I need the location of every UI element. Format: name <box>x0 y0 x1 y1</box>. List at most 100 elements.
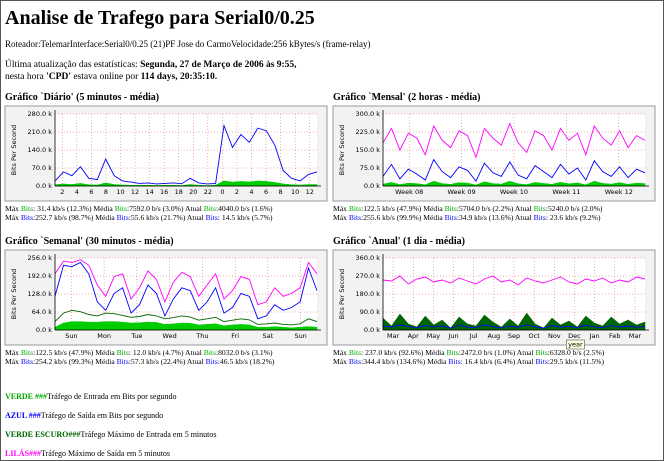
colored-label: AZUL ### <box>5 411 41 420</box>
text: : 14.5 kb/s (5.7%) <box>218 213 273 222</box>
text: :344.4 kb/s (134.6%) Média <box>361 357 448 366</box>
y-tick-label: 0.0 k <box>36 182 52 190</box>
colored-label: Bits <box>204 204 216 213</box>
x-tick-label: Jan <box>589 332 600 340</box>
x-tick-label: Apr <box>408 332 420 340</box>
colored-label: Bits <box>21 204 33 213</box>
text: :5704.0 b/s (2.2%) Atual <box>457 204 534 213</box>
x-tick-label: Sep <box>508 332 520 340</box>
text: Máx <box>333 204 349 213</box>
text: :6328.0 b/s (2.5%) <box>548 348 605 357</box>
text: :2472.0 b/s (1.0%) Atual <box>459 348 536 357</box>
text: Tráfego de Entrada em Bits por segundo <box>47 392 176 401</box>
colored-label: LILÁS### <box>5 448 41 458</box>
text: Tráfego de Saída em Bits por segundo <box>41 411 163 420</box>
plot-area <box>55 258 317 330</box>
y-tick-label: 225.0 k <box>356 128 381 136</box>
line-series <box>54 123 318 185</box>
x-tick-label: 8 <box>104 188 108 196</box>
x-tick-label: May <box>427 332 441 340</box>
line-series <box>382 324 646 329</box>
text: :57.3 kb/s (22.4%) Atual <box>129 357 206 366</box>
x-tick-label: 16 <box>160 188 168 196</box>
x-tick-label: 18 <box>175 188 183 196</box>
y-axis-label: Bits Per Second <box>10 269 18 320</box>
colored-label: Bits <box>117 213 129 222</box>
colored-label: Bits <box>21 213 33 222</box>
area-series <box>54 180 318 187</box>
uptime: 114 days, 20:35:10. <box>141 72 218 82</box>
x-tick-label: Jun <box>447 332 458 340</box>
date: Segunda, 27 de Março de 2006 às 9:55, <box>140 60 297 70</box>
colored-label: Bits <box>115 204 127 213</box>
x-tick-label: 10 <box>116 188 124 196</box>
colored-label: Bits <box>204 348 216 357</box>
y-tick-label: 75.0 k <box>360 164 381 172</box>
graph-title: Gráfico `Diário' (5 minutos - média) <box>5 92 159 103</box>
uptime-line: nesta hora 'CPD' estava online por 114 d… <box>5 72 217 82</box>
colored-label: Bits <box>445 213 457 222</box>
colored-label: Bits <box>21 357 33 366</box>
colored-label: VERDE ### <box>5 392 47 401</box>
line-series <box>54 261 318 320</box>
x-tick-label: Thu <box>195 332 208 340</box>
colored-label: Bits <box>206 213 218 222</box>
colored-label: Bits <box>447 348 459 357</box>
x-tick-label: Week 12 <box>605 188 633 196</box>
tooltip-box <box>566 339 585 350</box>
text-line: Máx Bits:122.5 kb/s (47.9%) Média Bits:5… <box>333 204 603 213</box>
text-line: Máx Bits:254.2 kb/s (99.3%) Média Bits:5… <box>5 357 275 366</box>
text-line: Máx Bits:122.5 kb/s (47.9%) Média Bits: … <box>5 348 273 357</box>
y-tick-label: 0.0 k <box>364 182 380 190</box>
x-tick-label: Mar <box>629 332 642 340</box>
text: :8032.0 b/s (3.1%) <box>216 348 273 357</box>
x-tick-label: 4 <box>75 188 79 196</box>
x-tick-label: Sun <box>294 332 306 340</box>
x-tick-label: 22 <box>204 188 212 196</box>
colored-label: Bits <box>349 204 361 213</box>
text: : 16.4 kb/s (6.4%) Atual <box>461 357 536 366</box>
colored-label: Bits <box>117 348 129 357</box>
x-tick-label: Jul <box>469 332 478 340</box>
text: : 237.0 kb/s (92.6%) Média <box>361 348 446 357</box>
x-tick-label: 6 <box>89 188 93 196</box>
text: :122.5 kb/s (47.9%) Média <box>361 204 445 213</box>
text: Máx <box>5 348 21 357</box>
line-series <box>382 275 646 286</box>
x-tick-label: Fri <box>231 332 239 340</box>
text: Máx <box>333 348 349 357</box>
x-tick-label: Aug <box>487 332 500 340</box>
area-series <box>382 312 646 331</box>
x-tick-label: Nov <box>548 332 561 340</box>
page-title: Analise de Trafego para Serial0/0.25 <box>5 7 315 29</box>
y-tick-label: 140.0 k <box>28 146 53 154</box>
plot-area <box>55 114 317 186</box>
x-tick-label: 8 <box>279 188 283 196</box>
text: :255.6 kb/s (99.9%) Média <box>361 213 445 222</box>
text: :46.5 kb/s (18.2%) <box>218 357 275 366</box>
x-tick-label: Sun <box>65 332 77 340</box>
y-tick-label: 300.0 k <box>356 110 381 118</box>
x-tick-label: 6 <box>264 188 268 196</box>
text: : 31.4 kb/s (12.3%) Média <box>33 204 115 213</box>
x-tick-label: Week 09 <box>448 188 476 196</box>
x-tick-label: 12 <box>306 188 314 196</box>
colored-label: Bits <box>448 357 460 366</box>
y-tick-label: 192.0 k <box>28 272 53 280</box>
text: :5240.0 b/s (2.0%) <box>546 204 603 213</box>
line-series <box>54 259 318 306</box>
graph-title: Gráfico `Anual' (1 dia - média) <box>333 236 465 247</box>
x-tick-label: 12 <box>131 188 139 196</box>
line-series <box>382 158 646 183</box>
y-tick-label: 280.0 k <box>28 110 53 118</box>
text-line: Máx Bits: 31.4 kb/s (12.3%) Média Bits:7… <box>5 204 273 213</box>
router-line: Roteador:TelemarInterface:Serial0/0.25 (… <box>5 39 371 49</box>
text-line: Máx Bits: 237.0 kb/s (92.6%) Média Bits:… <box>333 348 605 357</box>
colored-label: Bits <box>349 348 361 357</box>
x-tick-label: 10 <box>291 188 299 196</box>
x-tick-label: 4 <box>249 188 253 196</box>
x-tick-label: Wed <box>163 332 177 340</box>
text: Máx <box>333 213 349 222</box>
